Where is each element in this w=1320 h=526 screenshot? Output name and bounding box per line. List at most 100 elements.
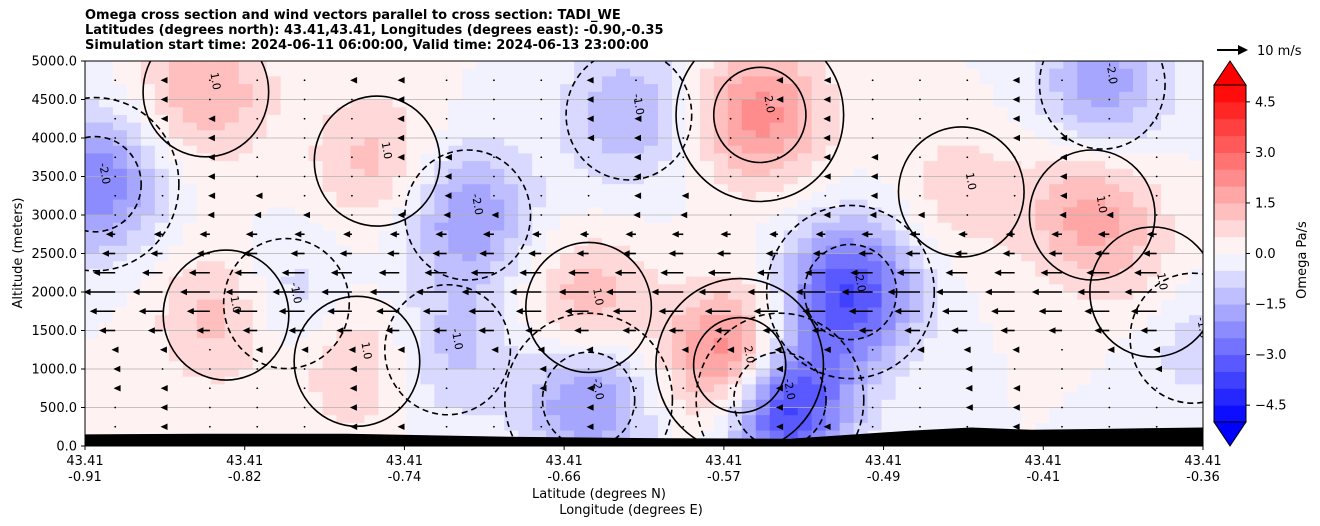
omega-cell [434,299,449,308]
omega-cell [644,330,659,339]
omega-cell [504,122,519,131]
omega-cell [490,261,505,270]
omega-cell [238,415,254,424]
wind-vector-head [870,192,878,199]
omega-cell [1119,222,1134,231]
omega-cell [993,399,1008,409]
omega-cell [1133,61,1148,70]
omega-cell [1105,122,1120,131]
omega-cell [280,215,296,224]
omega-cell [602,384,617,393]
y-axis: 0.0500.01000.01500.02000.02500.03000.035… [32,55,85,455]
omega-cell [322,84,338,93]
wind-vector-head [432,250,440,257]
omega-cell [811,199,827,208]
omega-cell [504,91,519,101]
omega-cell [630,215,645,224]
omega-cell [546,392,561,401]
omega-cell [1189,353,1203,362]
omega-cell [350,138,366,147]
omega-cell [1063,369,1078,378]
omega-cell [378,361,394,370]
omega-cell [671,222,687,231]
omega-cell [965,130,980,139]
omega-cell [112,345,128,355]
omega-cell [937,84,953,93]
omega-cell [126,68,142,77]
omega-cell [434,176,449,185]
colorbar-segment [1214,186,1246,204]
omega-cell [713,122,729,131]
omega-cell [657,422,673,432]
omega-cell [420,222,435,231]
omega-cell [462,399,477,409]
omega-cell [252,315,268,324]
omega-cell [518,315,533,324]
omega-cell [238,215,254,224]
omega-cell [1189,299,1203,308]
omega-cell [811,261,827,270]
omega-cell [741,430,757,439]
omega-cell [336,299,352,308]
wind-vector-head [85,288,91,296]
omega-cell [811,168,827,178]
wind-vector-head [539,385,547,392]
omega-cell [196,284,212,293]
omega-cell [713,322,729,332]
omega-cell [546,207,561,216]
omega-cell [979,161,994,170]
omega-cell [462,191,477,201]
omega-cell [336,76,352,85]
omega-cell [1091,376,1106,385]
omega-cell [280,138,296,147]
omega-cell [727,68,743,77]
omega-cell [755,407,771,416]
omega-cell [741,338,757,347]
omega-cell [671,407,687,416]
omega-cell [532,91,547,101]
omega-cell [1147,168,1162,178]
omega-cell [1063,299,1078,308]
omega-cell [364,376,380,385]
omega-cell [448,430,463,439]
omega-cell [671,253,687,262]
wind-vector-head [397,134,405,142]
omega-cell [853,153,869,162]
omega-cell [909,199,925,208]
omega-cell [1063,392,1078,401]
omega-cell [1091,415,1106,424]
omega-cell [1021,61,1036,70]
wind-vector-head [1013,134,1020,142]
omega-cell [1049,61,1064,70]
omega-cell [1007,276,1022,285]
omega-cell [406,415,421,424]
omega-cell [1133,376,1148,385]
wind-vector-dot [871,98,874,101]
omega-cell [1105,315,1120,324]
omega-cell [1007,353,1022,362]
omega-cell [867,114,883,124]
omega-cell [85,107,100,116]
omega-cell [937,68,953,77]
wind-vector-head [660,269,668,276]
y-axis-label: Altitude (meters) [11,198,26,309]
wind-vector-head [397,96,405,103]
omega-cell [853,276,869,285]
wind-vector-dot [493,368,495,370]
omega-cell [937,330,953,339]
omega-cell [350,345,366,355]
wind-vector-head [153,231,161,238]
omega-cell [98,176,114,185]
wind-vector-head [681,346,689,353]
omega-cell [224,268,240,278]
omega-cell [1091,184,1106,193]
omega-cell [993,315,1008,324]
omega-cell [350,222,366,231]
omega-cell [1175,261,1190,270]
omega-cell [392,338,408,347]
omega-cell [266,114,282,124]
omega-cell [238,299,254,308]
omega-cell [490,145,505,154]
omega-cell [280,361,296,370]
omega-cell [937,91,953,101]
